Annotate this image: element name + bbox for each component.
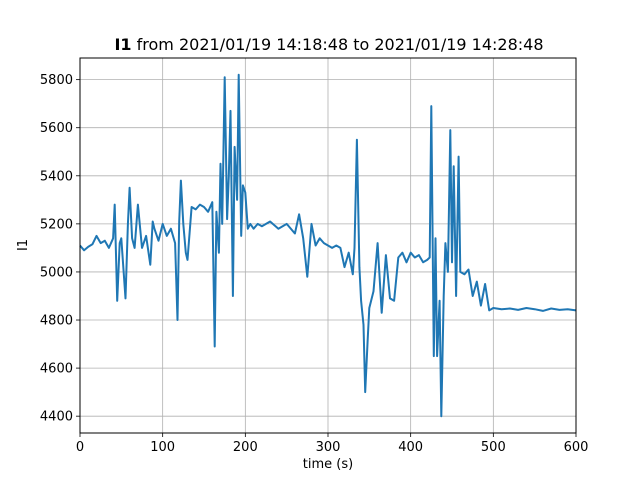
x-tick-label: 600 [564, 440, 589, 455]
x-tick-label: 500 [481, 440, 506, 455]
x-axis-label: time (s) [303, 457, 353, 472]
x-tick-label: 200 [233, 440, 258, 455]
x-axis-ticks: 0 100 200 300 400 500 600 [76, 433, 589, 455]
y-tick-label: 4800 [40, 314, 73, 329]
y-tick-label: 4600 [40, 362, 73, 377]
chart-title-rest: from 2021/01/19 14:18:48 to 2021/01/19 1… [132, 35, 544, 54]
y-tick-label: 5400 [40, 169, 73, 184]
x-tick-label: 0 [76, 440, 84, 455]
chart-title-bold: I1 [114, 35, 131, 54]
series-group [79, 73, 577, 418]
x-tick-label: 400 [398, 440, 423, 455]
y-axis-label: I1 [16, 239, 31, 251]
series-line [79, 73, 577, 418]
y-tick-label: 5200 [40, 217, 73, 232]
grid-lines [79, 58, 577, 433]
y-tick-label: 5600 [40, 121, 73, 136]
y-tick-label: 5800 [40, 73, 73, 88]
y-tick-label: 4400 [40, 410, 73, 425]
x-tick-label: 100 [150, 440, 175, 455]
y-tick-label: 5000 [40, 265, 73, 280]
x-tick-label: 300 [316, 440, 341, 455]
y-axis-ticks: 4400 4600 4800 5000 5200 5400 5600 5800 [40, 73, 80, 425]
chart-title: I1 from 2021/01/19 14:18:48 to 2021/01/1… [114, 35, 543, 54]
